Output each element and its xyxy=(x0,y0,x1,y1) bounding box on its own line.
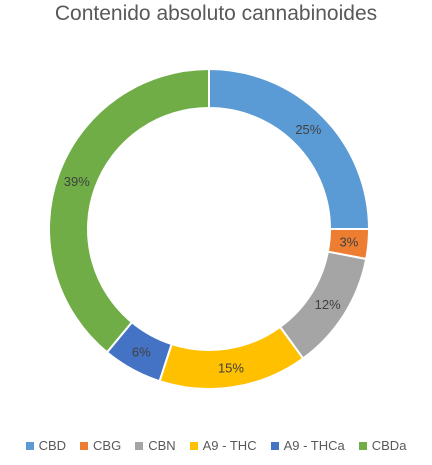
legend-swatch xyxy=(135,441,144,450)
legend-item-cbd: CBD xyxy=(25,438,67,453)
legend-swatch xyxy=(189,441,198,450)
legend-label: A9 - THC xyxy=(202,438,257,453)
legend-swatch xyxy=(80,441,89,450)
slice-cbda xyxy=(48,67,210,354)
legend-swatch xyxy=(270,441,279,450)
slice-cbd xyxy=(208,67,371,230)
legend-swatch xyxy=(25,441,34,450)
data-label-a9-thca: 6% xyxy=(132,345,151,360)
data-label-cbn: 12% xyxy=(315,297,341,312)
legend-item-cbn: CBN xyxy=(135,438,176,453)
donut-chart: 25% 3% 12% 15% 6% 39% xyxy=(48,67,371,390)
legend: CBD CBG CBN A9 - THC A9 - THCa CBDa xyxy=(0,438,432,453)
legend-item-a9-thca: A9 - THCa xyxy=(270,438,345,453)
legend-item-a9-thc: A9 - THC xyxy=(189,438,257,453)
legend-swatch xyxy=(358,441,367,450)
legend-label: A9 - THCa xyxy=(283,438,345,453)
data-label-cbda: 39% xyxy=(64,174,90,189)
legend-item-cbda: CBDa xyxy=(358,438,407,453)
legend-label: CBN xyxy=(148,438,176,453)
data-label-cbd: 25% xyxy=(295,122,321,137)
slice-a9-thc xyxy=(158,325,305,390)
data-label-a9-thc: 15% xyxy=(218,360,244,375)
data-label-cbg: 3% xyxy=(339,235,358,250)
chart-title: Contenido absoluto cannabinoides xyxy=(54,2,378,25)
legend-item-cbg: CBG xyxy=(80,438,121,453)
legend-label: CBD xyxy=(38,438,67,453)
legend-label: CBDa xyxy=(371,438,407,453)
legend-label: CBG xyxy=(93,438,122,453)
